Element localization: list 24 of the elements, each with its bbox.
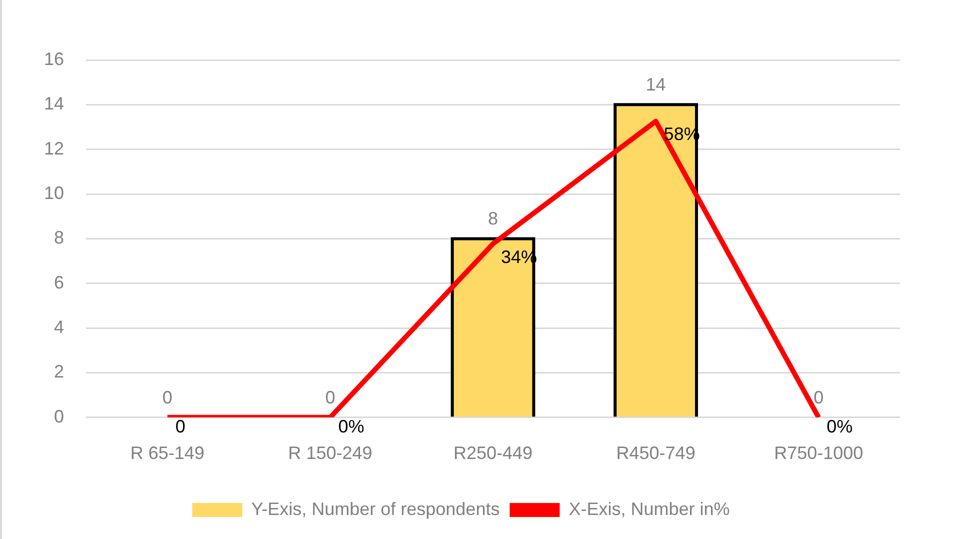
- data-label: 0: [325, 387, 336, 408]
- y-tick-label: 2: [54, 362, 64, 382]
- data-label: 14: [646, 74, 666, 95]
- data-label: 0%: [338, 416, 364, 436]
- y-tick-label: 0: [54, 406, 64, 426]
- data-label: 8: [488, 208, 498, 229]
- x-tick-label: R450-749: [616, 443, 696, 464]
- y-tick-label: 6: [54, 272, 64, 292]
- data-label: 0: [175, 416, 186, 436]
- data-label: 0: [162, 387, 172, 408]
- y-tick-label: 16: [44, 48, 64, 69]
- y-tick-label: 14: [44, 94, 64, 114]
- x-tick-label: R 65-149: [130, 443, 204, 464]
- x-tick-label: R250-449: [453, 443, 533, 464]
- y-tick-label: 12: [44, 138, 64, 158]
- y-tick-label: 10: [44, 182, 64, 203]
- y-tick-label: 8: [54, 228, 64, 248]
- legend-label: X-Exis, Number in%: [568, 498, 730, 519]
- y-tick-label: 4: [54, 317, 64, 338]
- legend-label: Y-Exis, Number of respondents: [251, 498, 500, 519]
- data-label: 0%: [826, 416, 853, 436]
- x-tick-label: R750-1000: [774, 443, 864, 464]
- data-label: 0: [814, 387, 824, 408]
- x-tick-label: R 150-249: [288, 443, 372, 464]
